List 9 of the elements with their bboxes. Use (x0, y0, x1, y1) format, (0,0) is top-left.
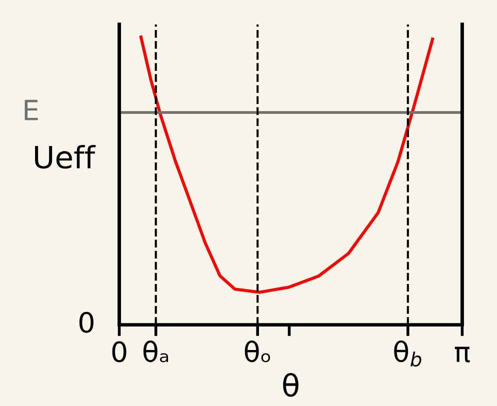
x-tick-label: π (454, 346, 470, 362)
y-axis-title: Ueff (35, 145, 96, 169)
text: 0 (79, 312, 94, 333)
x-axis-title: θ (283, 372, 298, 397)
ref-line-label: E (24, 100, 38, 120)
x-tick-label: 0 (112, 341, 126, 362)
x-tick-label: θₐ (143, 340, 168, 362)
x-tick-label: θₒ (244, 340, 270, 362)
x-tick-label: θ$_{b}$ (394, 340, 422, 367)
